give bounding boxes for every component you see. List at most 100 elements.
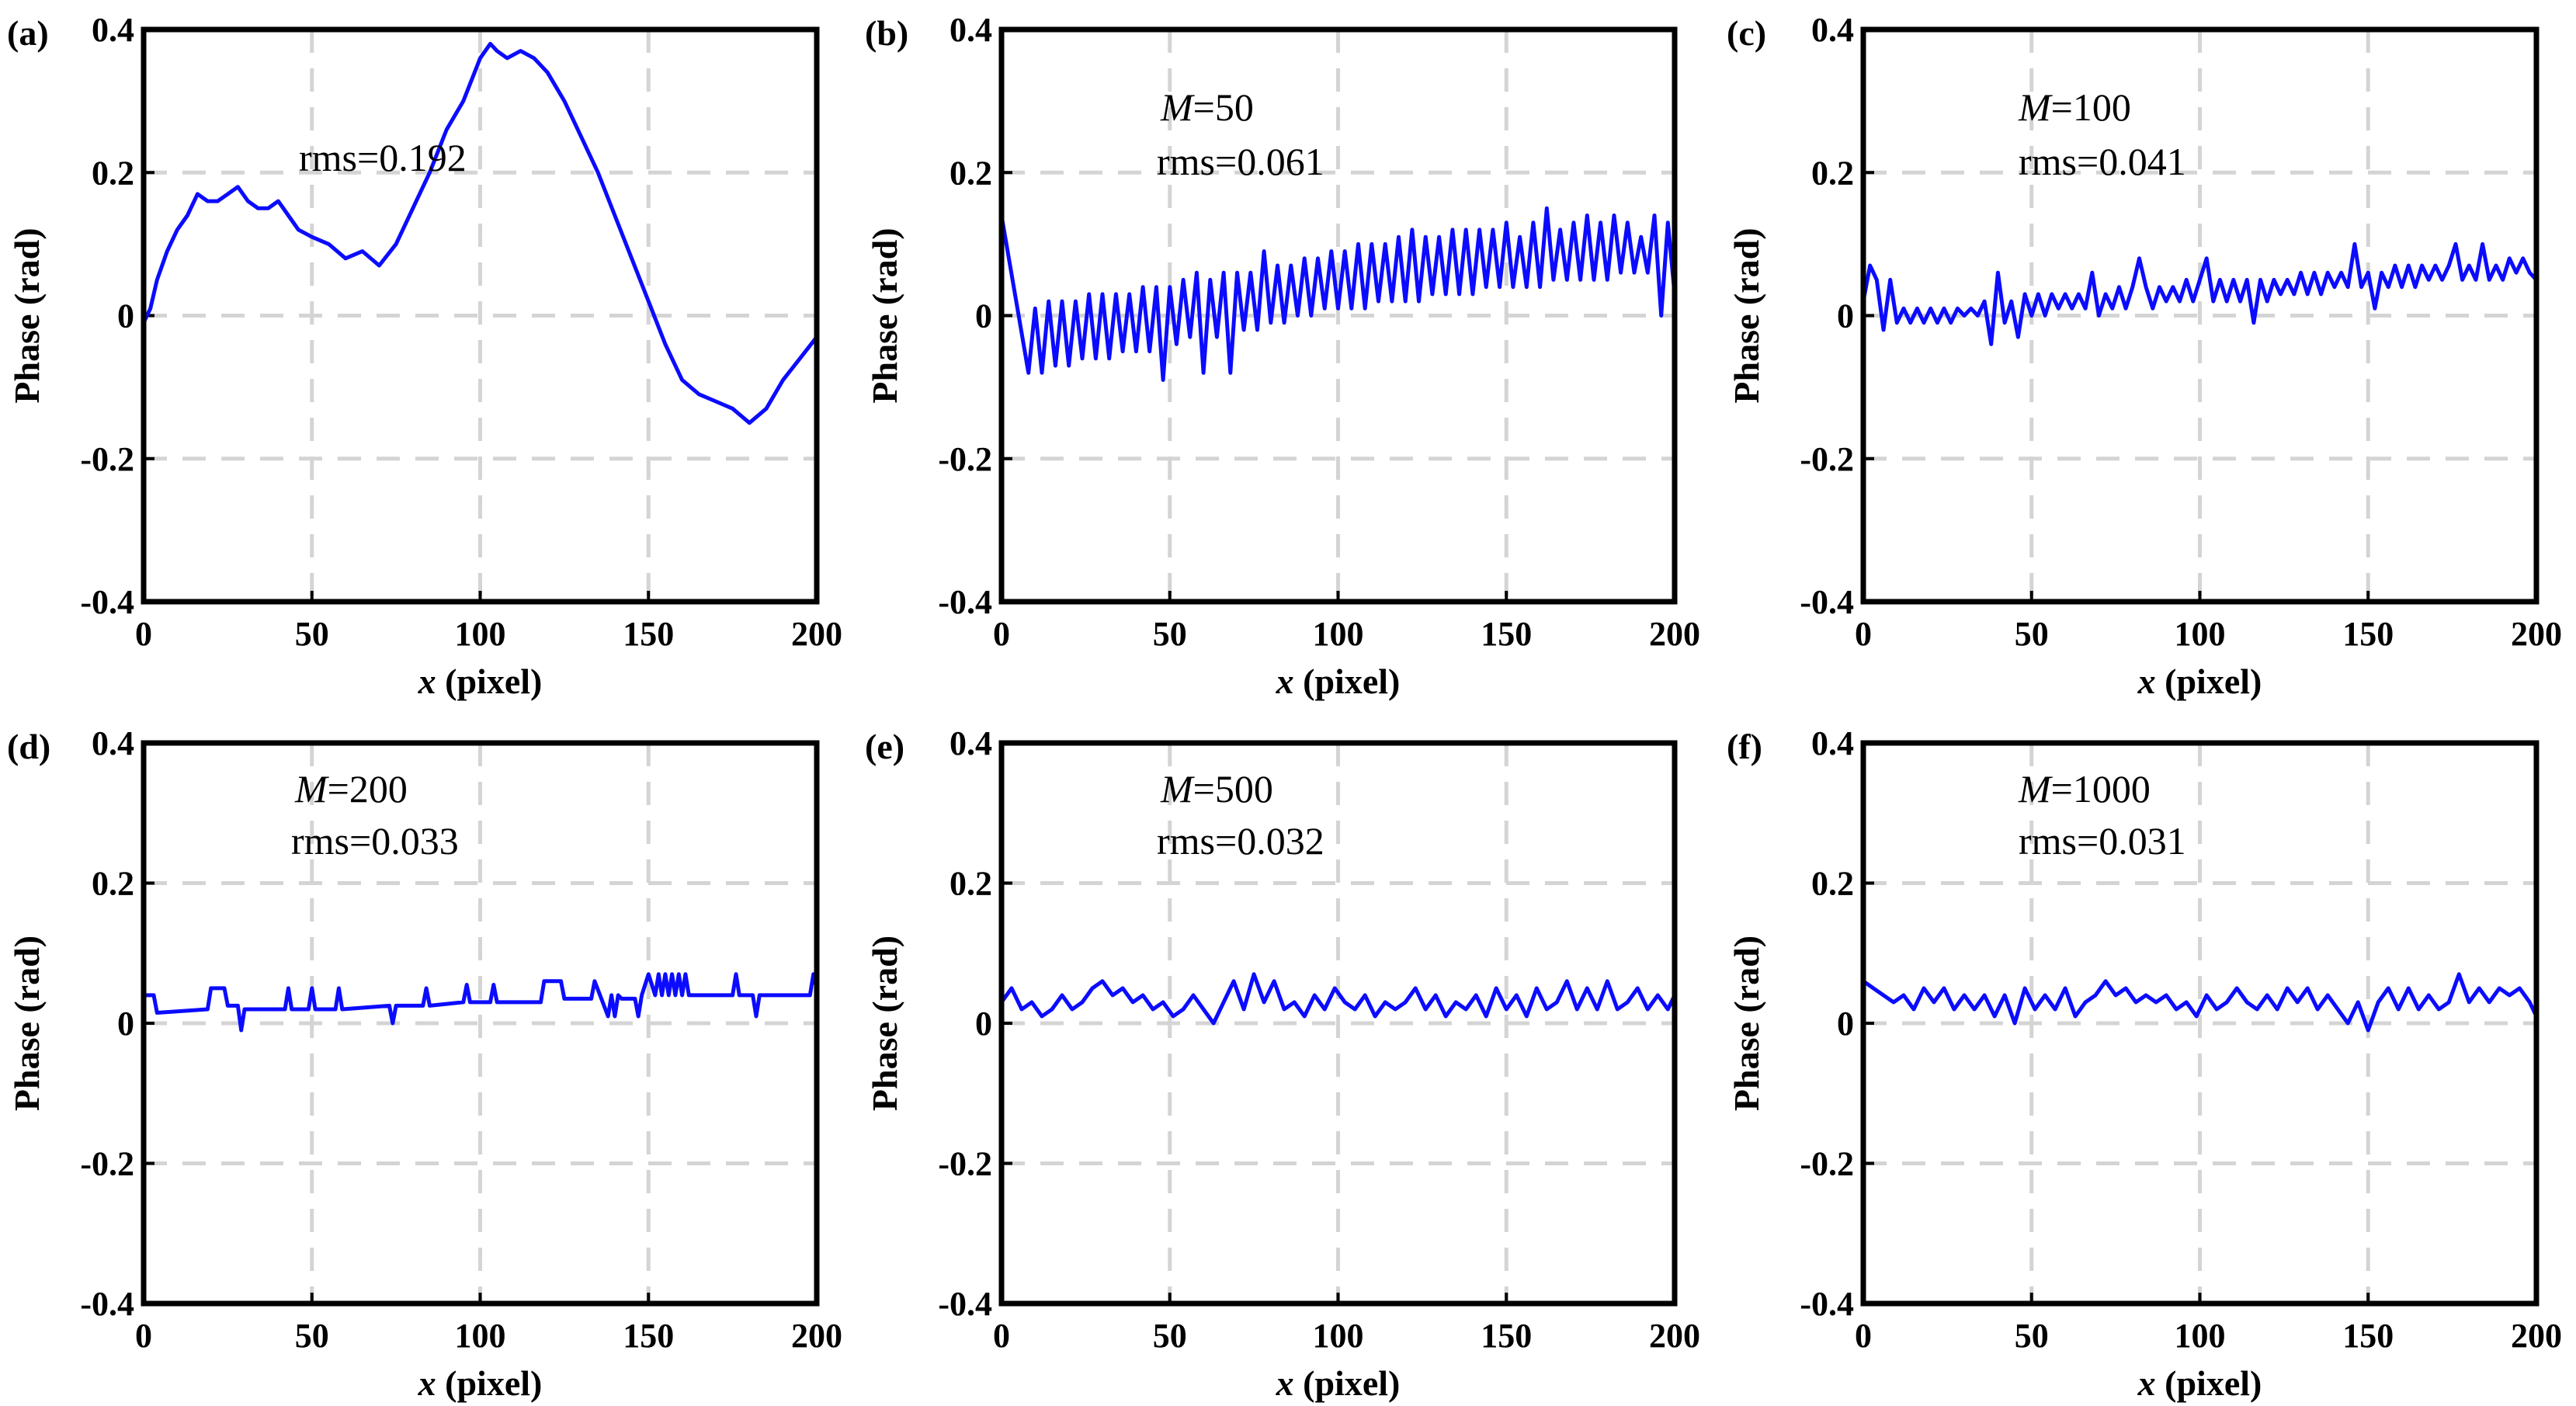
y-tick-label: 0.2 [950,865,992,903]
x-axis-label: x (pixel) [2137,1363,2262,1403]
x-axis-label: x (pixel) [1276,1363,1401,1403]
panel-label: (e) [865,727,904,766]
y-tick-label: 0.4 [950,11,992,49]
y-tick-label: -0.4 [938,583,992,621]
plot-frame [141,26,820,605]
x-tick-label: 150 [1481,1317,1532,1355]
panel-label: (c) [1727,13,1766,53]
x-tick-label: 100 [455,1317,506,1355]
plot-frame [141,740,820,1307]
chart-panel-1: 0 50 100 150 200 -0.4 -0.2 0 0.2 0.4 x (pixel) Phas… [7,11,842,701]
y-tick-label: -0.2 [1800,440,1854,478]
x-tick-label: 50 [295,615,329,653]
x-tick-label: 150 [2342,1317,2394,1355]
x-tick-label: 150 [2342,615,2394,653]
plot-frame [998,740,1678,1307]
x-tick-label: 200 [2511,1317,2562,1355]
x-tick-label: 100 [1313,1317,1364,1355]
annotation-rms: rms=0.033 [291,819,459,863]
y-axis-label: Phase (rad) [7,227,47,403]
y-axis-label: Phase (rad) [865,936,904,1111]
annotation-m: M=100 [2018,85,2131,129]
panel-label: (a) [7,13,49,53]
x-tick-label: 150 [623,615,674,653]
annotation-m: M=500 [1160,767,1273,811]
x-axis-label: x (pixel) [418,661,543,701]
y-tick-label: 0.2 [92,154,134,192]
y-tick-label: 0.2 [1811,154,1854,192]
y-tick-label: -0.2 [80,1145,134,1183]
y-tick-label: 0.4 [1811,11,1854,49]
series-line [1861,241,2538,346]
y-tick-label: -0.4 [80,583,134,621]
annotation-m: M=1000 [2018,767,2151,811]
y-tick-label: 0 [117,1005,134,1043]
x-tick-label: 0 [993,615,1010,653]
annotation-rms: rms=0.192 [299,136,467,179]
series-line [144,972,819,1033]
y-axis-label: Phase (rad) [1727,936,1766,1111]
x-axis-label: x (pixel) [1276,661,1401,701]
series-line [1862,972,2539,1033]
y-tick-label: -0.2 [1800,1145,1854,1183]
y-tick-label: 0.4 [950,724,992,762]
series-line [141,41,818,425]
x-tick-label: 100 [2175,1317,2226,1355]
x-axis-label: x (pixel) [418,1363,543,1403]
chart-panel-3: 0 50 100 150 200 -0.4 -0.2 0 0.2 0.4 x (pixel) Phas… [1727,11,2562,701]
y-axis-label: Phase (rad) [1727,227,1766,403]
x-tick-label: 200 [791,615,842,653]
series-line [999,206,1677,382]
x-tick-label: 150 [1481,615,1532,653]
plot-frame [1860,740,2540,1307]
panel-label: (b) [865,13,908,53]
chart-panel-2: 0 50 100 150 200 -0.4 -0.2 0 0.2 0.4 x (pixel) Phas… [865,11,1700,701]
series-line [999,972,1677,1026]
y-tick-label: -0.2 [938,1145,992,1183]
x-tick-label: 0 [135,615,152,653]
y-tick-label: -0.4 [1800,583,1854,621]
x-axis-label: x (pixel) [2137,661,2262,701]
y-tick-label: -0.2 [938,440,992,478]
annotation-m: M=50 [1160,85,1254,129]
chart-panel-6: 0 50 100 150 200 -0.4 -0.2 0 0.2 0.4 x (pixel) Phas… [1727,724,2562,1403]
y-tick-label: 0.4 [1811,724,1854,762]
x-tick-label: 0 [1855,615,1872,653]
x-tick-label: 100 [455,615,506,653]
y-tick-label: 0.2 [1811,865,1854,903]
annotation-m: M=200 [294,767,408,811]
x-tick-label: 200 [1649,1317,1700,1355]
x-tick-label: 0 [1855,1317,1872,1355]
x-tick-label: 0 [135,1317,152,1355]
y-tick-label: 0 [975,297,992,335]
x-tick-label: 200 [791,1317,842,1355]
chart-panel-5: 0 50 100 150 200 -0.4 -0.2 0 0.2 0.4 x (pixel) Phas… [865,724,1700,1403]
x-tick-label: 50 [1153,1317,1187,1355]
y-tick-label: 0 [1837,1005,1854,1043]
x-tick-label: 100 [2175,615,2226,653]
plot-frame [998,26,1678,605]
annotation-rms: rms=0.032 [1157,819,1324,863]
y-tick-label: -0.2 [80,440,134,478]
y-tick-label: 0 [975,1005,992,1043]
y-tick-label: -0.4 [80,1285,134,1323]
panel-label: (d) [7,727,50,766]
x-tick-label: 0 [993,1317,1010,1355]
y-tick-label: 0.4 [92,724,134,762]
annotation-rms: rms=0.031 [2019,819,2186,863]
y-tick-label: 0 [1837,297,1854,335]
x-tick-label: 100 [1313,615,1364,653]
y-tick-label: 0.2 [950,154,992,192]
annotation-rms: rms=0.061 [1157,140,1324,183]
y-axis-label: Phase (rad) [865,227,904,403]
x-tick-label: 50 [1153,615,1187,653]
x-tick-label: 150 [623,1317,674,1355]
x-tick-label: 200 [2511,615,2562,653]
x-tick-label: 200 [1649,615,1700,653]
x-tick-label: 50 [2015,1317,2049,1355]
chart-panel-4: 0 50 100 150 200 -0.4 -0.2 0 0.2 0.4 x (pixel) Phas… [7,724,842,1403]
y-tick-label: 0.2 [92,865,134,903]
y-tick-label: -0.4 [938,1285,992,1323]
x-tick-label: 50 [295,1317,329,1355]
y-tick-label: -0.4 [1800,1285,1854,1323]
